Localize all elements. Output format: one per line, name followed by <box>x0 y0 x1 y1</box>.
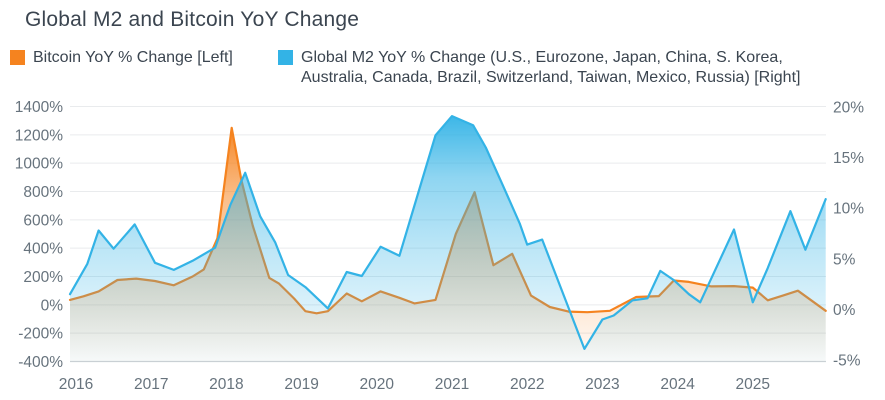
left-axis-tick-label: 600% <box>23 212 63 229</box>
legend-swatch-bitcoin-icon <box>10 50 25 65</box>
x-axis-tick-label: 2023 <box>585 376 619 393</box>
legend-label-bitcoin: Bitcoin YoY % Change [Left] <box>33 49 233 66</box>
right-axis-tick-label: 10% <box>833 201 864 218</box>
legend-item-global-m2[interactable]: Global M2 YoY % Change (U.S., Eurozone, … <box>278 48 800 88</box>
left-axis-tick-label: 800% <box>23 184 63 201</box>
x-axis-tick-label: 2024 <box>660 376 695 393</box>
left-axis-tick-label: -400% <box>18 354 63 371</box>
global-m2-area <box>70 116 826 362</box>
legend-item-bitcoin[interactable]: Bitcoin YoY % Change [Left] <box>10 48 233 68</box>
right-axis-tick-label: 20% <box>833 100 864 117</box>
x-axis-tick-label: 2018 <box>209 376 243 393</box>
left-axis-tick-label: 200% <box>23 269 63 286</box>
series-global-m2 <box>68 115 827 362</box>
left-axis-tick-label: 1400% <box>15 99 63 116</box>
x-axis-tick-label: 2017 <box>134 376 168 393</box>
legend-label-global-m2: Global M2 YoY % Change (U.S., Eurozone, … <box>301 49 801 86</box>
left-axis-tick-label: 1200% <box>15 127 63 144</box>
x-axis-tick-label: 2021 <box>435 376 469 393</box>
x-axis-tick-label: 2025 <box>736 376 770 393</box>
x-axis-tick-label: 2022 <box>510 376 544 393</box>
left-axis-tick-label: 1000% <box>15 156 63 173</box>
chart-title: Global M2 and Bitcoin YoY Change <box>25 8 360 31</box>
left-axis-tick-label: 400% <box>23 241 63 258</box>
global-m2-line <box>68 115 827 350</box>
right-axis-tick-label: -5% <box>833 353 861 370</box>
left-axis-tick-label: -200% <box>18 326 63 343</box>
left-axis-tick-label: 0% <box>41 297 64 314</box>
right-axis-tick-label: 0% <box>833 302 856 319</box>
right-axis-tick-label: 15% <box>833 150 864 167</box>
legend-swatch-global-m2-icon <box>278 50 293 65</box>
x-axis-tick-label: 2019 <box>284 376 318 393</box>
right-axis-tick-label: 5% <box>833 251 856 268</box>
x-axis-tick-label: 2016 <box>59 376 93 393</box>
x-axis-tick-label: 2020 <box>360 376 395 393</box>
